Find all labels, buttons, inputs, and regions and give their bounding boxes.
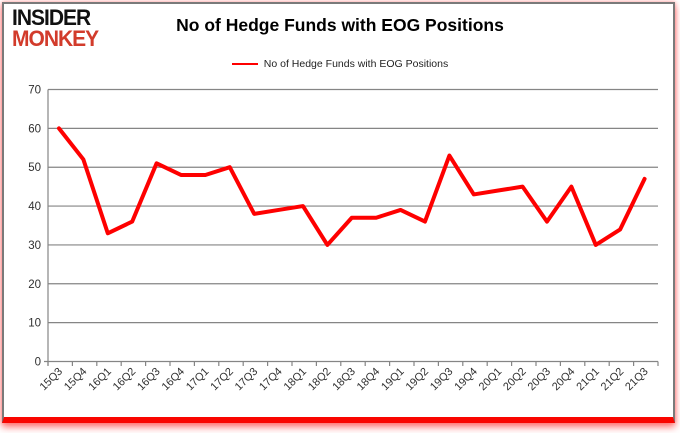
x-axis-tick-label: 20Q4 — [550, 366, 578, 394]
x-axis-tick-label: 18Q3 — [330, 366, 358, 394]
y-axis-tick-label: 0 — [35, 357, 41, 369]
x-axis-tick-label: 18Q1 — [282, 366, 310, 394]
x-axis-tick-label: 17Q4 — [257, 366, 285, 394]
x-axis-tick-label: 16Q4 — [160, 366, 188, 394]
x-axis-tick-label: 16Q3 — [135, 366, 163, 394]
x-axis-tick-label: 20Q3 — [526, 366, 554, 394]
x-axis-tick-label: 19Q3 — [428, 366, 456, 394]
chart-card — [2, 2, 675, 423]
x-axis-tick-label: 17Q3 — [233, 366, 261, 394]
y-axis-tick-label: 60 — [28, 123, 41, 135]
logo-monkey-text: MONKEY — [12, 26, 99, 52]
x-axis-tick-label: 17Q2 — [208, 366, 236, 394]
logo-insider-text: INSIDER — [12, 5, 91, 31]
y-axis-tick-label: 40 — [28, 201, 41, 213]
y-axis-tick-label: 10 — [28, 318, 41, 330]
x-axis-tick-label: 19Q4 — [452, 366, 480, 394]
y-axis-tick-label: 70 — [28, 85, 41, 97]
x-axis-tick-label: 20Q1 — [477, 366, 505, 394]
x-axis-tick-label: 15Q3 — [38, 366, 66, 394]
x-axis-tick-label: 17Q1 — [184, 366, 212, 394]
x-axis-tick-label: 15Q4 — [62, 366, 90, 394]
x-axis-tick-label: 16Q1 — [86, 366, 114, 394]
x-axis-tick-label: 20Q2 — [501, 366, 529, 394]
chart-title: No of Hedge Funds with EOG Positions — [176, 15, 504, 35]
x-axis-tick-label: 19Q2 — [404, 366, 432, 394]
y-axis-tick-label: 30 — [28, 240, 41, 252]
legend-line-swatch — [231, 63, 258, 65]
x-axis-tick-label: 16Q2 — [111, 366, 139, 394]
y-axis-tick-label: 20 — [28, 279, 41, 291]
y-axis-tick-label: 50 — [28, 162, 41, 174]
x-axis-tick-label: 18Q2 — [306, 366, 334, 394]
insider-monkey-logo: INSIDER MONKEY — [12, 5, 99, 52]
x-axis-tick-label: 21Q3 — [623, 366, 651, 394]
data-series-line — [56, 126, 647, 247]
legend-label: No of Hedge Funds with EOG Positions — [263, 58, 449, 70]
x-axis-tick-label: 21Q2 — [599, 366, 627, 394]
legend: No of Hedge Funds with EOG Positions — [0, 58, 680, 70]
x-axis-tick-label: 21Q1 — [574, 366, 602, 394]
x-axis-tick-label: 18Q4 — [355, 366, 383, 394]
x-axis-tick-label: 19Q1 — [379, 366, 407, 394]
